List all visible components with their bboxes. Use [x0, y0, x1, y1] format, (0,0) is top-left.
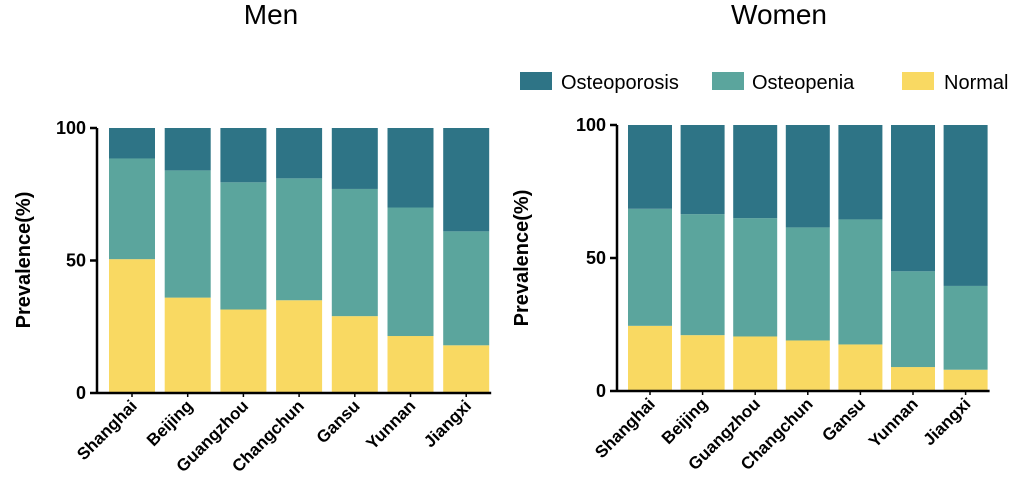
men-y-axis-title: Prevalence(%) [13, 192, 35, 329]
women-bar-changchun-osteopenia [785, 227, 830, 341]
legend-label-normal: Normal [944, 72, 1008, 94]
men-bar-shanghai-osteopenia [109, 158, 155, 260]
women-bar-beijing-osteopenia [680, 214, 725, 336]
men-bar-gansu-normal [331, 316, 378, 393]
women-category-label: Jiangxi [920, 394, 975, 449]
women-category-label: Shanghai [591, 394, 659, 462]
men-y-tick-label: 100 [56, 118, 86, 138]
women-bar-jiangxi-osteopenia [943, 285, 988, 370]
women-bar-jiangxi-osteoporosis [943, 125, 988, 286]
women-bar-shanghai-osteopenia [628, 208, 672, 326]
women-bar-gansu-osteopenia [838, 219, 883, 345]
women-bar-beijing-normal [680, 335, 725, 391]
men-bar-beijing-normal [164, 297, 211, 393]
men-bar-jiangxi-osteopenia [443, 231, 490, 346]
men-panel: Men Prevalence(%) Shanghai BeijingGuangzh… [13, 0, 492, 476]
women-bar-yunnan-osteopenia [891, 271, 935, 368]
legend-label-osteoporosis: Osteoporosis [561, 72, 679, 94]
men-bar-beijing-osteoporosis [164, 128, 211, 171]
men-category-label: Shanghai [73, 396, 141, 464]
women-bar-changchun-normal [785, 340, 830, 391]
women-y-tick-label: 100 [576, 115, 606, 135]
women-bar-yunnan-osteoporosis [891, 125, 935, 272]
men-bar-jiangxi-normal [443, 345, 490, 393]
women-bar-guangzhou-normal [733, 336, 778, 391]
men-bar-gansu-osteopenia [331, 188, 378, 317]
women-category-label: Yunnan [865, 394, 922, 451]
women-bar-gansu-normal [838, 344, 883, 391]
women-bar-yunnan-normal [891, 367, 935, 391]
men-bar-guangzhou-osteoporosis [220, 128, 267, 183]
men-bar-guangzhou-osteopenia [220, 182, 267, 310]
legend-label-osteopenia: Osteopenia [752, 72, 855, 94]
women-bar-beijing-osteoporosis [680, 125, 725, 215]
women-bar-guangzhou-osteoporosis [733, 125, 778, 219]
men-y-tick-label: 0 [76, 383, 86, 403]
men-bar-shanghai-osteoporosis [109, 128, 155, 159]
men-bar-beijing-osteopenia [164, 170, 211, 298]
women-bar-gansu-osteoporosis [838, 125, 883, 220]
women-bar-shanghai-normal [628, 325, 672, 391]
women-bar-shanghai-osteoporosis [628, 125, 672, 209]
men-bar-guangzhou-normal [220, 309, 267, 393]
men-bar-gansu-osteoporosis [331, 128, 378, 189]
men-chart-title: Men [244, 0, 298, 30]
men-bar-yunnan-normal [387, 336, 434, 393]
women-y-axis-title: Prevalence(%) [511, 190, 533, 327]
men-bar-changchun-normal [276, 300, 323, 393]
men-y-tick-label: 50 [66, 251, 86, 271]
women-y-tick-label: 0 [596, 381, 606, 401]
men-bar-yunnan-osteoporosis [387, 128, 434, 208]
legend-swatch-osteopenia [712, 72, 744, 90]
legend: Osteoporosis Osteopenia Normal [520, 72, 1008, 94]
men-category-label: Beijing [143, 396, 197, 450]
men-bar-shanghai-normal [109, 259, 155, 393]
women-y-tick-label: 50 [586, 248, 606, 268]
men-category-label: Gansu [313, 396, 364, 447]
men-bar-changchun-osteopenia [276, 178, 323, 301]
women-bar-changchun-osteoporosis [785, 125, 830, 228]
men-bar-changchun-osteoporosis [276, 128, 323, 179]
legend-swatch-osteoporosis [520, 72, 552, 90]
men-bar-jiangxi-osteoporosis [443, 128, 490, 232]
women-category-label: Beijing [658, 394, 712, 448]
women-bar-jiangxi-normal [943, 369, 988, 391]
legend-swatch-normal [902, 72, 934, 90]
women-bar-guangzhou-osteopenia [733, 218, 778, 337]
men-category-label: Yunnan [362, 396, 419, 453]
men-category-label: Jiangxi [420, 396, 475, 451]
women-chart-title: Women [731, 0, 827, 30]
women-category-label: Gansu [818, 394, 869, 445]
men-bar-yunnan-osteopenia [387, 207, 434, 337]
